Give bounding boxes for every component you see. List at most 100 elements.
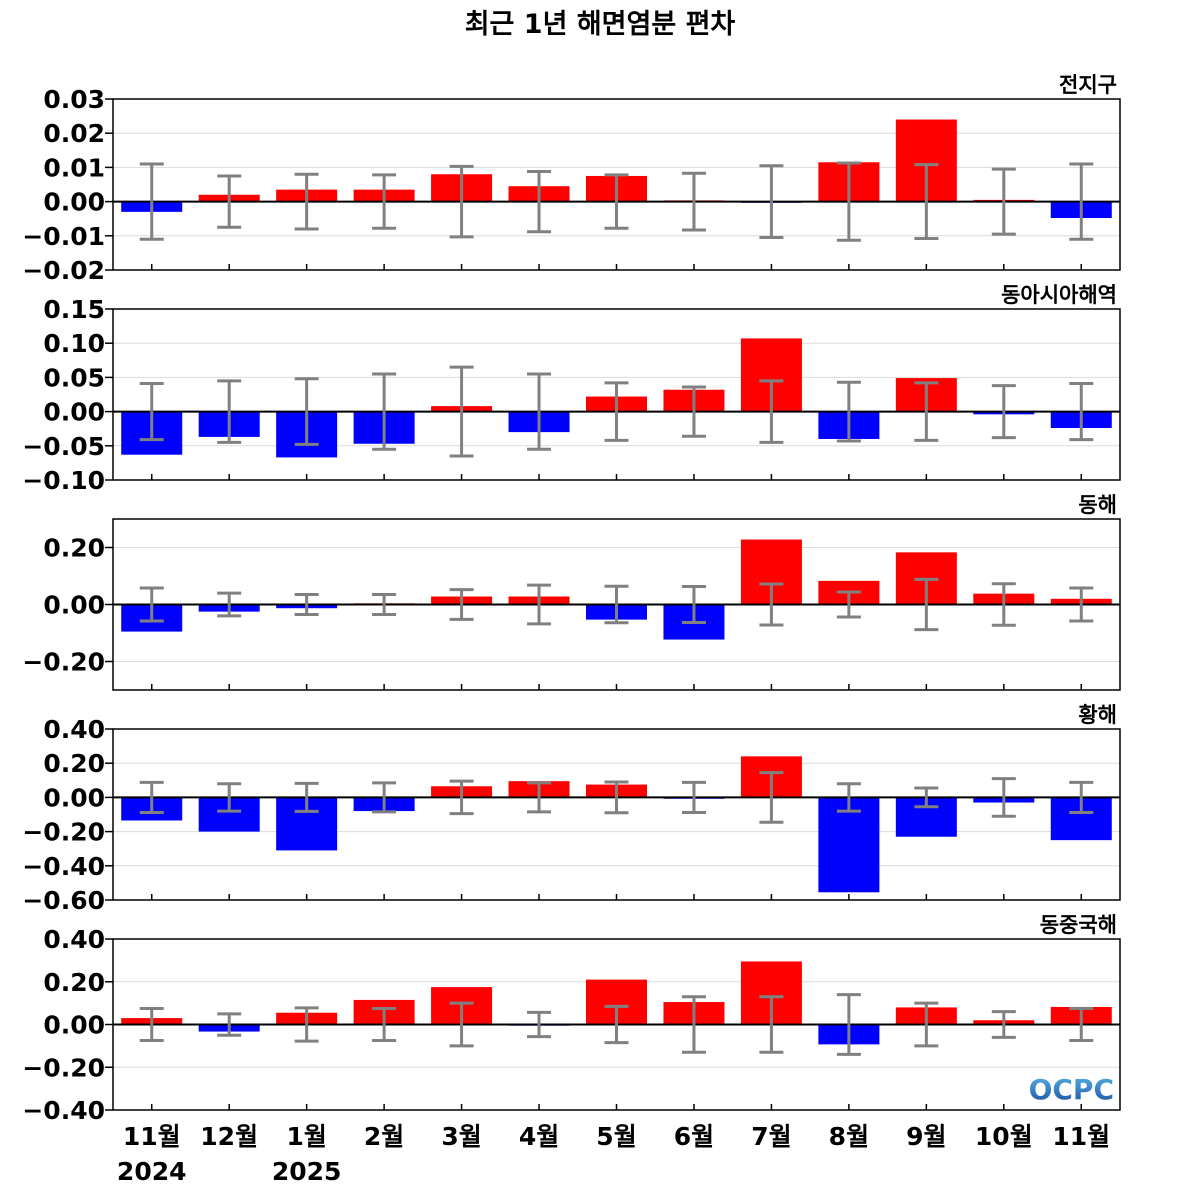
panel-2: 0.20 0.00 −0.20 동해 bbox=[22, 493, 1121, 691]
month-label: 4월 bbox=[519, 1122, 559, 1151]
panel-3-error-bar bbox=[1069, 780, 1094, 814]
panel-0-error-bar bbox=[527, 170, 552, 234]
logo-text: OCPC bbox=[1029, 1073, 1114, 1106]
month-label: 7월 bbox=[751, 1122, 791, 1151]
x-axis-labels: 11월 12월 1월 2월 3월 4월 5월 6월 7월 8월 9월 10월 11월 2024 2025 bbox=[117, 1122, 1110, 1186]
panel-0: 0.03 0.02 0.01 0.00 −0.01 −0.02 전지구 bbox=[22, 73, 1121, 285]
panel-2-error-bar bbox=[604, 584, 629, 625]
panel-1-error-bar bbox=[372, 372, 397, 451]
panel-3-ytick-label: 0.00 bbox=[43, 783, 105, 812]
panel-2-error-bar bbox=[527, 583, 552, 626]
panel-0-error-bar bbox=[604, 173, 629, 230]
panel-4-error-bar bbox=[681, 995, 706, 1054]
panel-3-error-bar bbox=[217, 782, 242, 813]
panel-1-error-bar bbox=[759, 379, 784, 444]
panel-1-error-bar bbox=[139, 382, 164, 442]
panel-4-error-bar bbox=[372, 1006, 397, 1043]
panel-0-error-bar bbox=[449, 164, 474, 239]
chart-title: 최근 1년 해면염분 편차 bbox=[465, 9, 736, 40]
panel-0-error-bar bbox=[991, 167, 1016, 236]
panel-1: 0.15 0.10 0.05 0.00 −0.05 −0.10 동아시아해역 bbox=[22, 283, 1121, 495]
panel-3-error-bar bbox=[139, 780, 164, 814]
panel-2-ytick-label: 0.00 bbox=[43, 591, 105, 620]
panel-4: 0.40 0.20 0.00 −0.20 −0.40 동중국해 bbox=[22, 913, 1121, 1125]
month-label: 5월 bbox=[596, 1122, 636, 1151]
year-label: 2024 bbox=[117, 1157, 187, 1186]
panel-1-ytick-label: 0.00 bbox=[43, 398, 105, 427]
panel-3-ytick-label: −0.40 bbox=[22, 852, 105, 881]
panel-4-ytick-label: 0.00 bbox=[43, 1011, 105, 1040]
panel-2-error-bar bbox=[914, 577, 939, 632]
panel-0-ytick-label: −0.01 bbox=[22, 222, 105, 251]
panel-0-error-bar bbox=[294, 172, 319, 231]
panel-0-ytick-label: 0.00 bbox=[43, 188, 105, 217]
panel-1-error-bar bbox=[914, 381, 939, 442]
month-label: 2월 bbox=[364, 1122, 404, 1151]
panel-1-ytick-label: 0.05 bbox=[43, 363, 105, 392]
panel-1-error-bar bbox=[294, 377, 319, 446]
panel-1-error-bar bbox=[449, 365, 474, 458]
panel-2-error-bar bbox=[759, 582, 784, 627]
panel-4-ytick-label: −0.40 bbox=[22, 1096, 105, 1125]
panel-2-error-bar bbox=[449, 588, 474, 621]
panel-0-ytick-label: 0.03 bbox=[43, 85, 105, 114]
panel-4-error-bar bbox=[836, 993, 861, 1056]
month-label: 6월 bbox=[674, 1122, 714, 1151]
panel-3-error-bar bbox=[991, 777, 1016, 818]
month-label: 3월 bbox=[441, 1122, 481, 1151]
month-label: 12월 bbox=[200, 1122, 258, 1151]
panel-2-error-bar bbox=[681, 585, 706, 624]
panel-1-ytick-label: 0.15 bbox=[43, 295, 105, 324]
panel-4-ytick-label: 0.20 bbox=[43, 968, 105, 997]
panel-0-error-bar bbox=[139, 162, 164, 241]
panel-4-region-label: 동중국해 bbox=[1040, 913, 1117, 937]
panel-4-error-bar bbox=[759, 995, 784, 1054]
panel-3-error-bar bbox=[836, 782, 861, 813]
panel-0-error-bar bbox=[217, 174, 242, 229]
panel-1-error-bar bbox=[604, 381, 629, 442]
panel-3-error-bar bbox=[759, 771, 784, 824]
panel-1-ytick-label: −0.05 bbox=[22, 432, 105, 461]
panel-3-error-bar bbox=[527, 781, 552, 814]
panel-3-error-bar bbox=[449, 779, 474, 816]
panel-4-error-bar bbox=[449, 1001, 474, 1048]
panel-3-error-bar bbox=[914, 786, 939, 809]
panel-4-error-bar bbox=[991, 1010, 1016, 1039]
panel-3-error-bar bbox=[681, 780, 706, 814]
panel-0-error-bar bbox=[914, 163, 939, 241]
panel-2-error-bar bbox=[372, 593, 397, 616]
month-label: 1월 bbox=[286, 1122, 326, 1151]
panel-0-region-label: 전지구 bbox=[1059, 73, 1117, 97]
panel-4-error-bar bbox=[527, 1010, 552, 1039]
ocpc-logo: OCPC bbox=[1029, 1073, 1114, 1106]
panel-2-ytick-label: −0.20 bbox=[22, 648, 105, 677]
panel-1-error-bar bbox=[991, 384, 1016, 440]
panel-4-error-bar bbox=[139, 1006, 164, 1043]
panel-1-error-bar bbox=[681, 385, 706, 438]
panel-4-ytick-label: −0.20 bbox=[22, 1053, 105, 1082]
panel-0-ytick-label: −0.02 bbox=[22, 256, 105, 285]
panel-3-error-bar bbox=[294, 781, 319, 813]
panel-3-ytick-label: 0.40 bbox=[43, 715, 105, 744]
month-label: 9월 bbox=[906, 1122, 946, 1151]
panel-0-error-bar bbox=[759, 164, 784, 240]
panel-3-error-bar bbox=[372, 781, 397, 814]
panel-4-ytick-label: 0.40 bbox=[43, 925, 105, 954]
panel-3: 0.40 0.20 0.00 −0.20 −0.40 −0.60 황해 bbox=[22, 703, 1121, 915]
year-label: 2025 bbox=[272, 1157, 342, 1186]
panel-2-error-bar bbox=[217, 591, 242, 618]
month-label: 11월 bbox=[1052, 1122, 1110, 1151]
panel-2-error-bar bbox=[1069, 586, 1094, 623]
panel-3-frame bbox=[112, 728, 1121, 901]
panel-1-error-bar bbox=[527, 372, 552, 451]
panel-2-ytick-label: 0.20 bbox=[43, 534, 105, 563]
panel-0-error-bar bbox=[836, 161, 861, 242]
month-label: 8월 bbox=[829, 1122, 869, 1151]
panel-2-error-bar bbox=[139, 586, 164, 623]
panel-4-error-bar bbox=[604, 1004, 629, 1045]
panel-2-error-bar bbox=[991, 582, 1016, 627]
panel-2-error-bar bbox=[836, 590, 861, 619]
panel-3-bar bbox=[818, 797, 880, 893]
panel-1-error-bar bbox=[836, 380, 861, 443]
